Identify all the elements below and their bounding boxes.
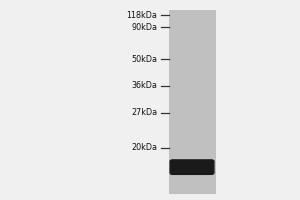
Text: 90kDa: 90kDa [131, 22, 158, 31]
Text: 50kDa: 50kDa [131, 54, 158, 64]
Text: 36kDa: 36kDa [132, 82, 158, 90]
Bar [169, 10, 216, 194]
Text: 118kDa: 118kDa [127, 10, 158, 20]
FancyBboxPatch shape [170, 160, 214, 174]
Text: 20kDa: 20kDa [131, 144, 158, 152]
Text: 27kDa: 27kDa [131, 108, 158, 117]
